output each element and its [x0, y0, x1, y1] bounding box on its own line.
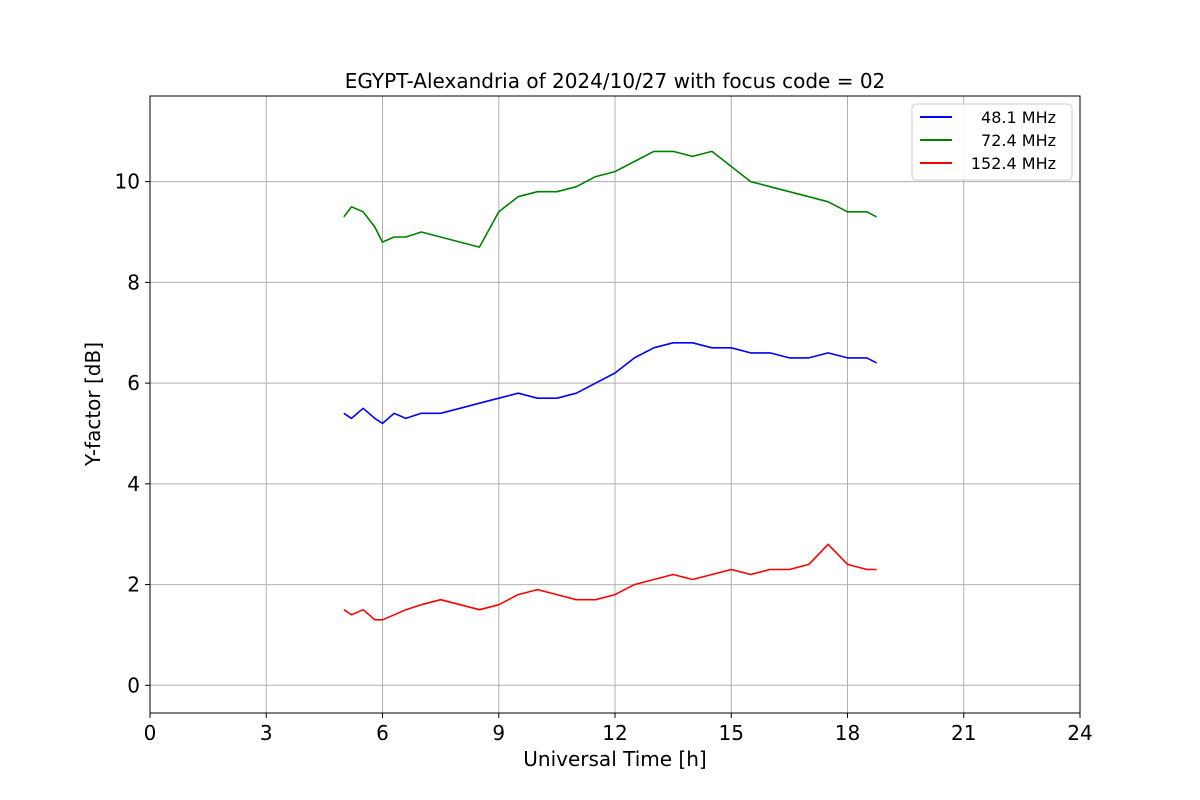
- series-line-1: [343, 341, 877, 425]
- legend-label-1: 48.1 MHz: [981, 108, 1056, 127]
- series-lines: [343, 150, 877, 621]
- x-tick-label: 12: [602, 721, 627, 745]
- x-tick-label: 9: [492, 721, 505, 745]
- x-tick-label: 18: [835, 721, 860, 745]
- series-line-3: [343, 543, 877, 621]
- x-tick-label: 15: [719, 721, 744, 745]
- y-tick-label: 6: [127, 371, 140, 395]
- y-tick-label: 8: [127, 270, 140, 294]
- legend-label-3: 152.4 MHz: [971, 154, 1056, 173]
- legend-box: [911, 103, 1073, 181]
- x-tick-label: 21: [951, 721, 976, 745]
- series-line-2: [343, 150, 877, 248]
- legend: 48.1 MHz 72.4 MHz 152.4 MHz: [911, 103, 1073, 181]
- x-tick-label: 3: [260, 721, 273, 745]
- legend-label-2: 72.4 MHz: [981, 131, 1056, 150]
- x-tick-label: 0: [144, 721, 157, 745]
- y-tick-label: 2: [127, 573, 140, 597]
- y-tick-label: 10: [115, 170, 140, 194]
- x-tick-label: 24: [1067, 721, 1092, 745]
- y-axis-label: Y-factor [dB]: [81, 342, 105, 467]
- y-tick-label: 4: [127, 472, 140, 496]
- x-tick-label: 6: [376, 721, 389, 745]
- y-tick-label: 0: [127, 673, 140, 697]
- x-axis-label: Universal Time [h]: [523, 747, 706, 771]
- chart-title: EGYPT-Alexandria of 2024/10/27 with focu…: [345, 69, 886, 93]
